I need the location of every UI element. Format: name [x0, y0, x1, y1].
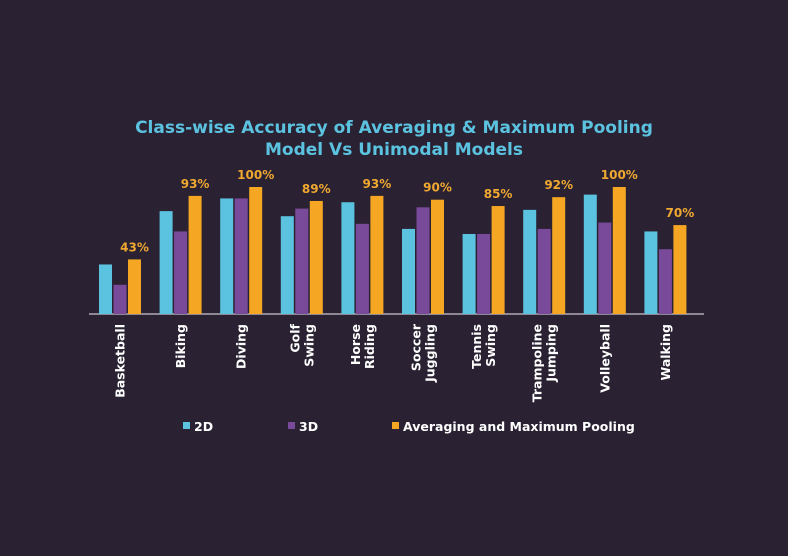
bar-1-5: [341, 202, 355, 314]
bar-1-1: [99, 264, 112, 314]
x-tick-label-8-line-1: Trampoline: [530, 324, 545, 402]
bar-2-1: [113, 284, 127, 314]
data-label-3: 100%: [237, 168, 274, 182]
x-tick-label-4-line-1: Golf: [287, 323, 302, 352]
data-label-1: 43%: [120, 240, 149, 254]
bar-3-5: [370, 195, 384, 314]
x-tick-label-5-line-2: Riding: [362, 324, 377, 369]
x-tick-label-8: Trampoline Jumping: [530, 324, 559, 402]
x-tick-label-9-line-1: Volleyball: [597, 324, 612, 393]
x-tick-label-3-line-1: Diving: [234, 324, 249, 369]
bar-1-10: [644, 231, 658, 314]
bar-2-2: [174, 231, 188, 314]
bar-3-6: [431, 199, 444, 314]
data-label-4: 89%: [302, 182, 331, 196]
bar-2-6: [416, 207, 430, 314]
bar-3-1: [128, 259, 141, 314]
x-tick-label-4-line-2: Swing: [301, 324, 316, 367]
bar-1-4: [280, 216, 294, 314]
x-tick-label-7-line-1: Tennis: [469, 324, 484, 369]
x-tick-label-6: Soccer Juggling: [409, 323, 438, 383]
bar-3-7: [491, 206, 505, 314]
x-tick-label-5: Horse Riding: [348, 324, 377, 369]
x-tick-label-2-line-1: Biking: [173, 324, 188, 368]
x-tick-label-5-line-1: Horse: [348, 324, 363, 365]
legend-label-3: Averaging and Maximum Pooling: [403, 419, 635, 434]
data-label-5: 93%: [363, 177, 392, 191]
chart-title-line-1: Class-wise Accuracy of Averaging & Maxim…: [135, 118, 653, 138]
bar-1-3: [220, 198, 234, 314]
bar-1-6: [402, 228, 415, 314]
bar-1-7: [462, 233, 476, 314]
legend-item-3: Averaging and Maximum Pooling: [392, 419, 635, 434]
bar-1-8: [523, 209, 537, 314]
x-tick-label-3: Diving: [234, 324, 249, 369]
chart-title-line-2: Model Vs Unimodal Models: [265, 140, 523, 160]
x-tick-label-10-line-1: Walking: [658, 324, 673, 381]
data-label-9: 100%: [601, 168, 638, 182]
x-tick-label-9: Volleyball: [597, 324, 612, 393]
bar-3-8: [552, 197, 566, 314]
x-tick-label-2: Biking: [173, 324, 188, 368]
legend-item-1: 2D: [183, 419, 213, 434]
x-tick-label-6-line-1: Soccer: [409, 323, 424, 371]
x-tick-label-4: Golf Swing: [287, 323, 316, 366]
data-label-8: 92%: [544, 178, 573, 192]
bar-2-7: [477, 233, 491, 314]
bar-2-9: [598, 222, 612, 314]
x-tick-label-10: Walking: [658, 324, 673, 381]
x-tick-label-6-line-2: Juggling: [423, 324, 438, 383]
legend-swatch-3: [392, 422, 399, 429]
x-tick-label-7-line-2: Swing: [483, 324, 498, 367]
bar-2-3: [234, 198, 248, 314]
data-label-6: 90%: [423, 181, 452, 195]
legend-swatch-2: [288, 422, 295, 429]
legend-swatch-1: [183, 422, 190, 429]
bar-2-4: [295, 208, 309, 314]
bar-1-2: [159, 211, 173, 314]
bar-3-9: [612, 187, 626, 314]
bar-2-5: [355, 223, 369, 314]
bar-3-2: [188, 195, 202, 314]
x-tick-label-7: Tennis Swing: [469, 324, 498, 369]
bar-2-10: [658, 249, 672, 314]
legend-label-2: 3D: [299, 419, 318, 434]
data-label-7: 85%: [484, 187, 513, 201]
bar-2-8: [537, 228, 551, 314]
bar-1-9: [583, 194, 597, 314]
legend-item-2: 3D: [288, 419, 318, 434]
bar-3-3: [249, 187, 263, 314]
data-label-10: 70%: [666, 206, 695, 220]
bar-3-4: [309, 200, 323, 314]
x-tick-label-8-line-2: Jumping: [544, 324, 559, 383]
x-tick-label-1-line-1: Basketball: [113, 324, 128, 398]
x-tick-label-1: Basketball: [113, 324, 128, 398]
legend-label-1: 2D: [194, 419, 213, 434]
data-label-2: 93%: [181, 177, 210, 191]
bar-3-10: [673, 225, 687, 314]
